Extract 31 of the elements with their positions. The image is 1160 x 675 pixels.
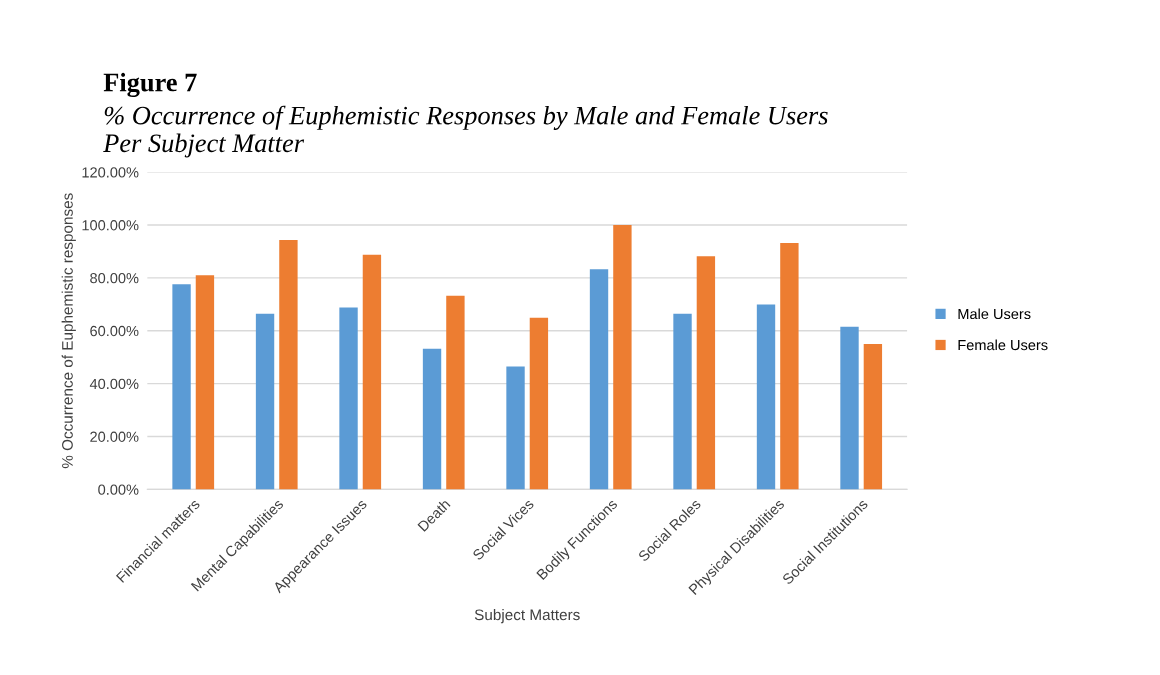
bar: [756, 304, 776, 490]
bar: [172, 284, 191, 490]
bar: [279, 240, 298, 490]
y-tick-label: 60.00%: [90, 325, 139, 337]
legend-label: Male Users: [958, 308, 1031, 320]
y-axis-title: % Occurrence of Euphemistic responses: [61, 193, 76, 469]
bar: [696, 256, 716, 490]
y-tick-label: 20.00%: [90, 431, 139, 442]
x-axis-title: Subject Matters: [474, 608, 580, 624]
bar: [362, 254, 382, 490]
bar: [446, 295, 465, 490]
bar: [780, 242, 799, 490]
y-tick-label: 40.00%: [89, 378, 139, 390]
bar: [613, 225, 632, 490]
bar: [506, 366, 525, 490]
y-tick-label: 80.00%: [90, 272, 139, 284]
y-tick-label: 120.00%: [82, 167, 139, 178]
chart-title: Figure 7: [103, 72, 197, 97]
y-tick-label: 0.00%: [98, 484, 139, 495]
bar: [255, 313, 275, 490]
y-tick-label: 100.00%: [82, 220, 139, 231]
chart-subtitle: % Occurrence of Euphemistic Responses by Male and Female Users Per Subject Matter: [103, 105, 828, 158]
bar: [673, 313, 692, 490]
bar: [589, 269, 609, 490]
bar: [529, 317, 549, 490]
bar: [339, 307, 358, 490]
bar: [195, 275, 215, 490]
bar: [840, 326, 859, 490]
legend-label: Female Users: [958, 339, 1048, 351]
bar: [863, 343, 883, 490]
bar: [422, 348, 442, 490]
